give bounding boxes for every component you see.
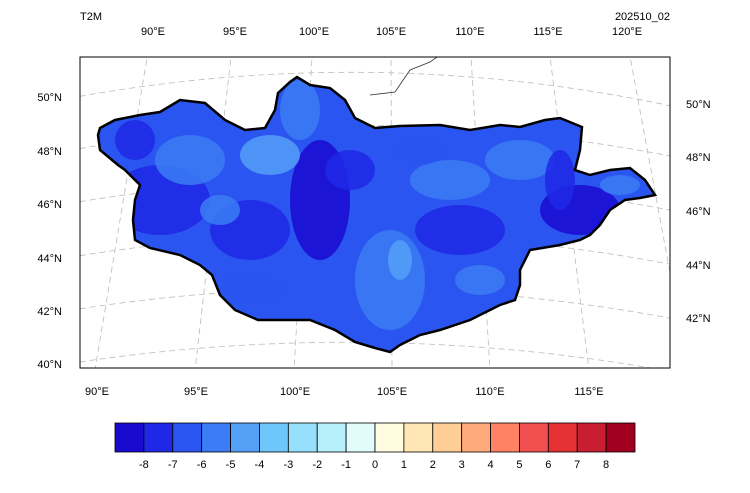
colorbar-label: 8 [603,459,609,471]
colorbar-label: -4 [255,459,265,471]
colorbar-label: 4 [487,459,493,471]
colorbar-label: 7 [574,459,580,471]
colorbar-swatch [316,422,347,453]
top-lon-label: 115°E [533,26,562,38]
left-lat-label: 44°N [37,253,62,265]
colorbar-swatch [143,422,174,453]
right-lat-label: 44°N [686,260,711,272]
field-patch [115,120,155,160]
colorbar-swatch [605,422,636,453]
colorbar-label: 2 [430,459,436,471]
top-lon-label: 95°E [223,26,247,38]
colorbar-swatch [230,422,260,453]
colorbar-label: -7 [168,459,178,471]
colorbar-swatch [403,422,434,453]
colorbar-swatch [287,422,318,453]
bottom-lon-label: 115°E [574,386,603,398]
top-lon-label: 110°E [455,26,484,38]
right-lat-label: 42°N [686,313,711,325]
top-lon-label: 100°E [299,26,329,38]
right-lat-label: 50°N [686,99,711,111]
colorbar-label: -2 [312,459,322,471]
colorbar-label: -1 [341,459,351,471]
colorbar-label: -5 [226,459,236,471]
colorbar-label: -3 [283,459,293,471]
field-patch [395,135,445,165]
bottom-lon-label: 100°E [280,386,310,398]
left-lat-label: 48°N [37,146,62,158]
left-lat-label: 42°N [37,306,62,318]
top-lon-label: 120°E [612,26,642,38]
bottom-lon-label: 110°E [475,386,504,398]
colorbar-swatch [461,422,491,453]
colorbar: -8 -7 -6 -5 -4 -3 -2 -1 0 1 2 3 4 5 6 7 8 [114,422,636,471]
right-lat-label: 48°N [686,152,711,164]
colorbar-swatch [547,422,578,453]
field-patch [355,230,425,330]
colorbar-label: 0 [372,459,378,471]
colorbar-swatch [490,422,520,453]
colorbar-swatch [201,422,231,453]
colorbar-label: -8 [139,459,149,471]
field-patch [388,240,412,280]
colorbar-swatch [259,422,289,453]
field-patch [325,150,375,190]
colorbar-swatch [172,422,203,453]
field-patch [200,195,240,225]
date-label: 202510_02 [615,11,670,23]
map-frame [79,56,671,369]
top-lon-label: 90°E [141,26,165,38]
field-patch [600,175,640,195]
colorbar-label: 6 [545,459,551,471]
field-patch [280,80,320,140]
field-patch [155,135,225,185]
colorbar-label: 1 [401,459,407,471]
temperature-field [98,77,655,352]
bottom-lon-label: 95°E [184,386,208,398]
field-patch [455,265,505,295]
colorbar-swatch [374,422,405,453]
bottom-lon-label: 105°E [377,386,407,398]
field-patch [415,205,505,255]
colorbar-label: 3 [459,459,465,471]
field-patch [240,135,300,175]
left-lat-label: 46°N [37,199,62,211]
title: T2M [80,11,102,23]
top-lon-label: 105°E [376,26,406,38]
colorbar-swatch [345,422,376,453]
colorbar-swatch [432,422,463,453]
right-lat-label: 46°N [686,206,711,218]
field-patch [545,150,575,210]
colorbar-swatch [519,422,549,453]
field-patch [485,140,555,180]
field-patch [410,160,490,200]
colorbar-label: 5 [516,459,522,471]
colorbar-swatch [114,422,145,453]
left-lat-label: 50°N [37,92,62,104]
left-lat-label: 40°N [37,359,62,371]
colorbar-swatch [576,422,607,453]
bottom-lon-label: 90°E [85,386,109,398]
field-patch [210,275,290,305]
colorbar-label: -6 [197,459,207,471]
